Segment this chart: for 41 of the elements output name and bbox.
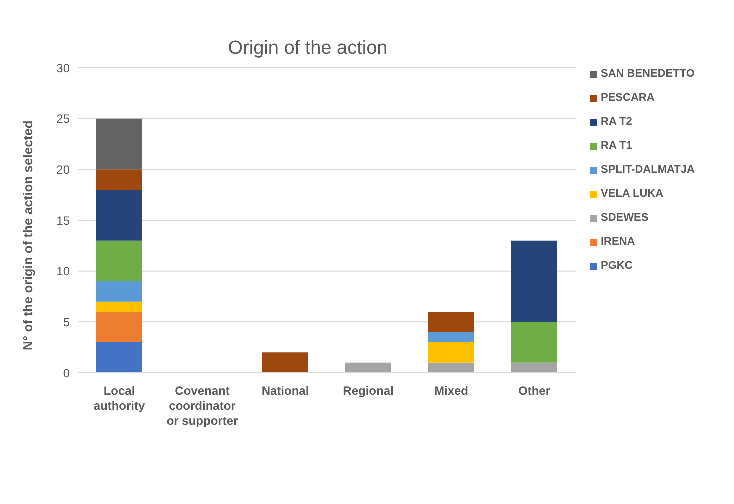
bar — [511, 322, 558, 363]
x-tick-label: National — [262, 384, 310, 398]
legend-label: RA T1 — [601, 140, 632, 152]
bar — [96, 170, 142, 190]
bar — [428, 342, 474, 363]
x-tick-label: Local authority — [94, 384, 146, 413]
x-tick-label: Covenant coordinator or supporter — [166, 384, 238, 428]
bar — [511, 240, 558, 322]
y-tick-label: 30 — [56, 61, 70, 76]
legend-label: SPLIT-DALMATJA — [601, 164, 695, 176]
bar — [511, 362, 558, 373]
bar — [96, 282, 142, 302]
bar — [96, 342, 142, 373]
x-tick-label: Other — [518, 384, 551, 398]
y-tick-label: 25 — [56, 112, 70, 126]
y-axis-title: N° of the origin of the action selected — [20, 120, 36, 350]
y-tick-label: 15 — [56, 214, 70, 228]
legend-label: VELA LUKA — [601, 188, 664, 200]
y-tick-label: 0 — [63, 366, 70, 380]
legend-label: SDEWES — [601, 212, 649, 224]
legend-label: PGKC — [601, 260, 633, 272]
bar — [262, 352, 308, 373]
bar — [96, 190, 142, 241]
y-tick-label: 10 — [56, 264, 70, 279]
bar — [428, 332, 474, 342]
chart-title: Origin of the action — [227, 38, 389, 60]
bar — [96, 240, 142, 282]
x-tick-label: Mixed — [434, 384, 469, 398]
bar — [428, 312, 474, 332]
bar — [96, 312, 142, 342]
y-tick-label: 20 — [56, 162, 70, 177]
legend-label: IRENA — [601, 236, 636, 248]
bar — [96, 302, 142, 312]
bar — [96, 118, 142, 170]
bar — [345, 362, 392, 373]
y-tick-label: 5 — [63, 315, 70, 330]
legend-label: PESCARA — [601, 92, 655, 104]
bar — [428, 362, 474, 373]
legend-label: SAN BENEDETTO — [601, 68, 695, 80]
x-tick-label: Regional — [343, 384, 394, 398]
legend-label: RA T2 — [601, 116, 632, 128]
